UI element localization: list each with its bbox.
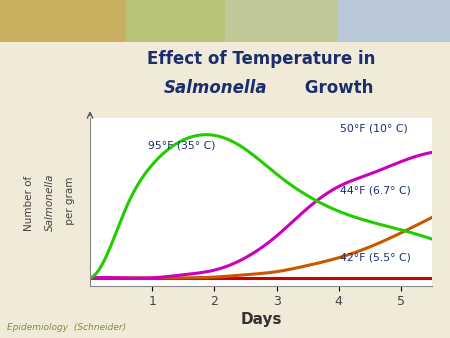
- Text: Number of: Number of: [24, 173, 34, 231]
- Text: Salmonella: Salmonella: [164, 79, 268, 97]
- X-axis label: Days: Days: [240, 313, 282, 328]
- Bar: [225, 0, 338, 42]
- Text: Effect of Temperature in: Effect of Temperature in: [147, 50, 375, 68]
- Text: 95°F (35° C): 95°F (35° C): [148, 140, 216, 150]
- Bar: [126, 0, 225, 42]
- Bar: [338, 0, 450, 42]
- Text: Salmonella: Salmonella: [45, 173, 54, 231]
- Text: 42°F (5.5° C): 42°F (5.5° C): [340, 252, 410, 262]
- Text: Epidemiology  (Schneider): Epidemiology (Schneider): [7, 322, 126, 332]
- Text: Growth: Growth: [299, 79, 374, 97]
- Text: 44°F (6.7° C): 44°F (6.7° C): [340, 185, 410, 195]
- Bar: [0, 0, 126, 42]
- Text: per gram: per gram: [65, 176, 75, 227]
- Text: 50°F (10° C): 50°F (10° C): [340, 123, 407, 133]
